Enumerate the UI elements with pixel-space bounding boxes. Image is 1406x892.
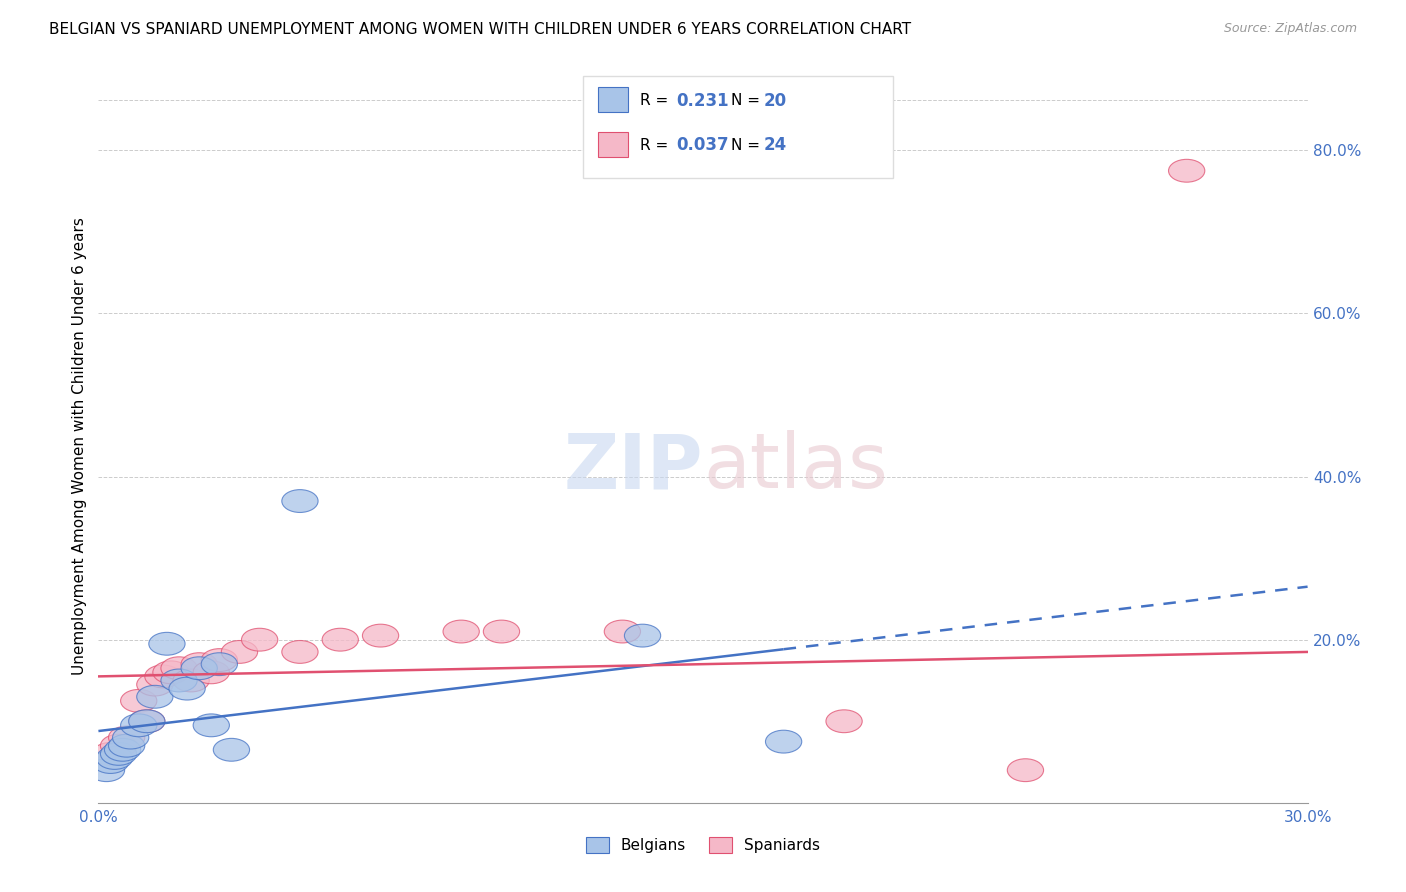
Ellipse shape <box>193 661 229 684</box>
Text: N =: N = <box>731 94 765 108</box>
Ellipse shape <box>765 731 801 753</box>
Ellipse shape <box>363 624 399 647</box>
Ellipse shape <box>169 677 205 700</box>
Ellipse shape <box>605 620 641 643</box>
Ellipse shape <box>624 624 661 647</box>
Ellipse shape <box>193 714 229 737</box>
Ellipse shape <box>93 750 129 773</box>
Ellipse shape <box>242 628 278 651</box>
Text: 0.231: 0.231 <box>676 92 728 110</box>
Ellipse shape <box>129 710 165 732</box>
Ellipse shape <box>173 669 209 692</box>
Ellipse shape <box>221 640 257 664</box>
Text: 20: 20 <box>763 92 786 110</box>
Text: ZIP: ZIP <box>564 431 703 504</box>
Legend: Belgians, Spaniards: Belgians, Spaniards <box>579 831 827 859</box>
Ellipse shape <box>825 710 862 732</box>
Ellipse shape <box>100 742 136 765</box>
Text: BELGIAN VS SPANIARD UNEMPLOYMENT AMONG WOMEN WITH CHILDREN UNDER 6 YEARS CORRELA: BELGIAN VS SPANIARD UNEMPLOYMENT AMONG W… <box>49 22 911 37</box>
Ellipse shape <box>281 490 318 513</box>
Ellipse shape <box>121 690 157 713</box>
Ellipse shape <box>443 620 479 643</box>
Ellipse shape <box>153 661 190 684</box>
Ellipse shape <box>145 665 181 688</box>
Ellipse shape <box>214 739 250 761</box>
Text: N =: N = <box>731 138 765 153</box>
Ellipse shape <box>160 669 197 692</box>
Ellipse shape <box>201 653 238 675</box>
Ellipse shape <box>108 726 145 749</box>
Ellipse shape <box>108 734 145 757</box>
Y-axis label: Unemployment Among Women with Children Under 6 years: Unemployment Among Women with Children U… <box>72 217 87 675</box>
Ellipse shape <box>93 742 129 765</box>
Text: 0.037: 0.037 <box>676 136 728 154</box>
Ellipse shape <box>1007 759 1043 781</box>
Ellipse shape <box>136 673 173 696</box>
Text: atlas: atlas <box>703 431 887 504</box>
Ellipse shape <box>322 628 359 651</box>
Text: 24: 24 <box>763 136 787 154</box>
Ellipse shape <box>160 657 197 680</box>
Ellipse shape <box>104 739 141 761</box>
Ellipse shape <box>181 653 218 675</box>
Ellipse shape <box>149 632 186 656</box>
Ellipse shape <box>136 685 173 708</box>
Ellipse shape <box>129 710 165 732</box>
Text: Source: ZipAtlas.com: Source: ZipAtlas.com <box>1223 22 1357 36</box>
Text: R =: R = <box>640 94 673 108</box>
Ellipse shape <box>484 620 520 643</box>
Ellipse shape <box>112 726 149 749</box>
Ellipse shape <box>1168 160 1205 182</box>
Text: R =: R = <box>640 138 673 153</box>
Ellipse shape <box>89 759 125 781</box>
Ellipse shape <box>121 714 157 737</box>
Ellipse shape <box>181 657 218 680</box>
Ellipse shape <box>97 747 132 770</box>
Ellipse shape <box>281 640 318 664</box>
Ellipse shape <box>100 734 136 757</box>
Ellipse shape <box>201 648 238 672</box>
